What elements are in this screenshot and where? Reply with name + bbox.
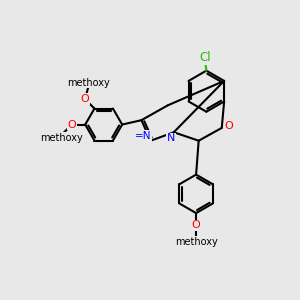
Text: O: O bbox=[81, 94, 89, 104]
Text: methoxy: methoxy bbox=[67, 78, 110, 88]
Text: O: O bbox=[192, 220, 200, 230]
Text: methoxy: methoxy bbox=[175, 237, 218, 247]
Text: =N: =N bbox=[135, 131, 151, 141]
Text: methoxy: methoxy bbox=[40, 133, 82, 143]
Text: N: N bbox=[167, 134, 175, 143]
Text: O: O bbox=[68, 119, 76, 130]
Text: Cl: Cl bbox=[199, 51, 211, 64]
Text: O: O bbox=[225, 121, 233, 131]
